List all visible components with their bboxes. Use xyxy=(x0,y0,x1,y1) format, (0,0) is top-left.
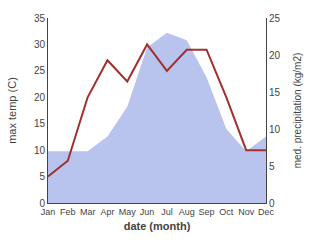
svg-text:20: 20 xyxy=(34,92,46,103)
svg-text:Feb: Feb xyxy=(60,207,76,217)
svg-text:10: 10 xyxy=(269,124,281,135)
svg-text:Apr: Apr xyxy=(100,207,114,217)
svg-text:25: 25 xyxy=(34,65,46,76)
svg-text:30: 30 xyxy=(34,39,46,50)
svg-text:Jan: Jan xyxy=(41,207,56,217)
svg-text:Sep: Sep xyxy=(199,207,215,217)
svg-text:Oct: Oct xyxy=(219,207,234,217)
svg-text:date (month): date (month) xyxy=(124,220,191,232)
svg-text:Mar: Mar xyxy=(80,207,96,217)
svg-text:20: 20 xyxy=(269,50,281,61)
svg-text:10: 10 xyxy=(34,145,46,156)
svg-text:max temp (C): max temp (C) xyxy=(6,77,18,144)
svg-text:Jul: Jul xyxy=(161,207,173,217)
svg-text:5: 5 xyxy=(269,161,275,172)
svg-text:Dec: Dec xyxy=(258,207,275,217)
svg-text:Jun: Jun xyxy=(140,207,155,217)
svg-text:15: 15 xyxy=(34,118,46,129)
svg-text:15: 15 xyxy=(269,87,281,98)
svg-text:35: 35 xyxy=(34,13,46,24)
svg-text:Nov: Nov xyxy=(238,207,255,217)
svg-text:0: 0 xyxy=(39,198,45,209)
svg-text:Aug: Aug xyxy=(179,207,195,217)
svg-text:May: May xyxy=(119,207,137,217)
svg-text:0: 0 xyxy=(269,198,275,209)
svg-text:med. precipitation (kg/m2): med. precipitation (kg/m2) xyxy=(292,53,303,169)
svg-text:25: 25 xyxy=(269,13,281,24)
svg-text:5: 5 xyxy=(39,171,45,182)
